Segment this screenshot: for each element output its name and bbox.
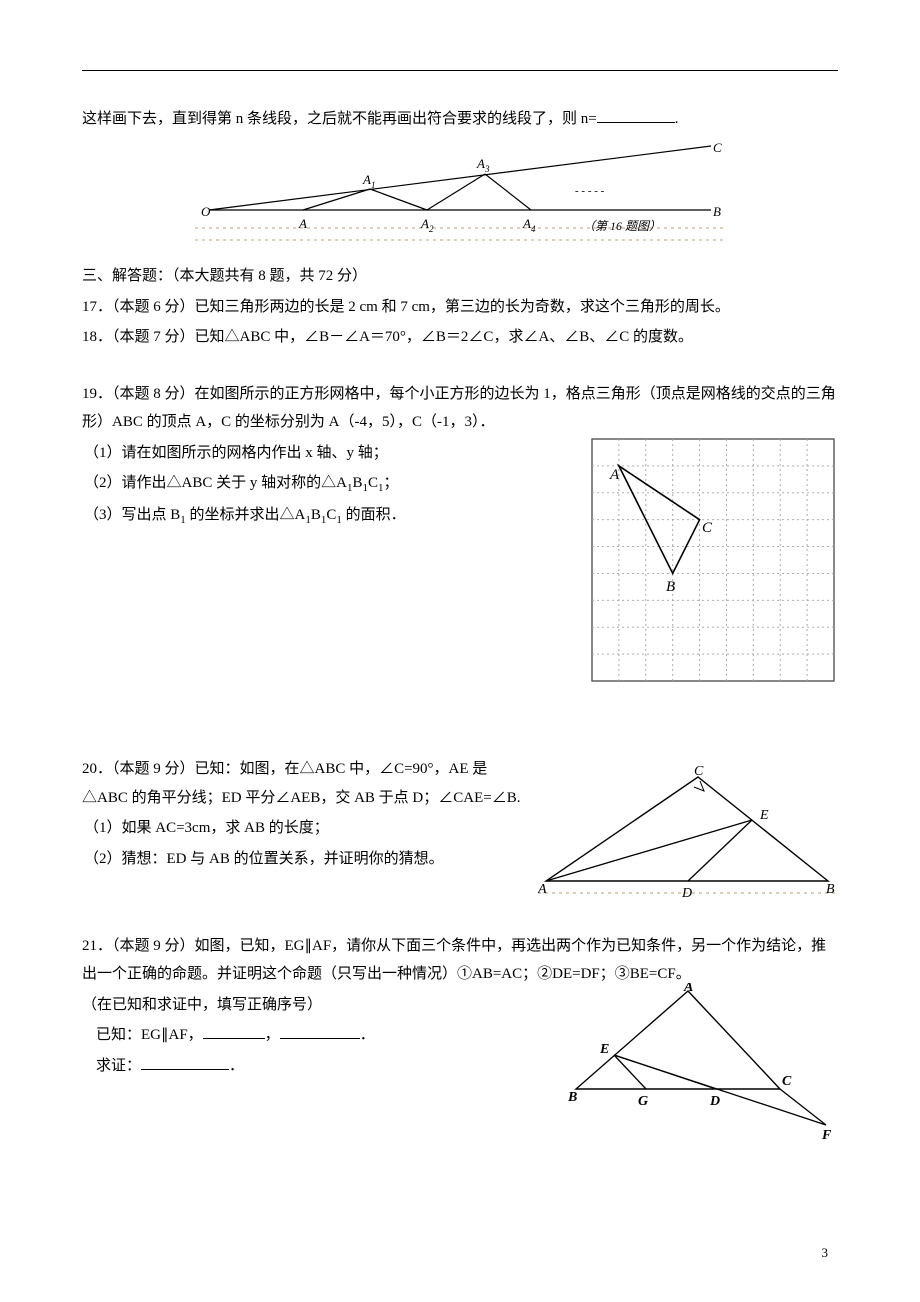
- figure-19-svg: A C B: [588, 435, 838, 685]
- fig21-F: F: [821, 1128, 832, 1143]
- fig16-dots: - - - - -: [575, 185, 605, 197]
- q21-stem: 21．（本题 9 分）如图，已知，EG∥AF，请你从下面三个条件中，再选出两个作…: [82, 932, 838, 989]
- section-3-heading: 三、解答题：（本大题共有 8 题，共 72 分）: [82, 262, 838, 291]
- q17-text: 17．（本题 6 分）已知三角形两边的长是 2 cm 和 7 cm，第三边的长为…: [82, 299, 730, 315]
- q17: 17．（本题 6 分）已知三角形两边的长是 2 cm 和 7 cm，第三边的长为…: [82, 293, 838, 322]
- fig19-A: A: [609, 467, 620, 483]
- fig19-B: B: [666, 579, 675, 595]
- fig16-A1: A1: [362, 172, 375, 190]
- figure-21-wrap: A B C E G D F: [568, 983, 838, 1154]
- figure-19-wrap: A C B: [588, 435, 838, 696]
- fig16-C: C: [713, 140, 722, 155]
- q19-stem: 19．（本题 8 分）在如图所示的正方形网格中，每个小正方形的边长为 1，格点三…: [82, 380, 838, 437]
- figure-21-svg: A B C E G D F: [568, 983, 838, 1143]
- fig19-C: C: [702, 520, 713, 536]
- fig20-A: A: [538, 882, 547, 897]
- figure-16-svg: O A A1 A2 A3 A4 - - - - - C B （第 16 题图）: [195, 136, 725, 246]
- figure-16-wrap: O A A1 A2 A3 A4 - - - - - C B （第 16 题图）: [82, 136, 838, 257]
- q21-prove-label: 求证：: [96, 1058, 141, 1074]
- fig21-B: B: [568, 1090, 577, 1105]
- fig21-C: C: [782, 1074, 792, 1089]
- page-number: 3: [822, 1241, 829, 1266]
- fig16-O: O: [201, 204, 211, 219]
- fig21-E: E: [599, 1042, 609, 1057]
- fig20-B: B: [826, 882, 835, 897]
- q21-known-blank1: [203, 1023, 265, 1039]
- fig16-A: A: [298, 216, 307, 231]
- fig16-A2: A2: [420, 216, 434, 234]
- fig20-C: C: [694, 764, 704, 779]
- fig20-E: E: [759, 808, 769, 823]
- intro-prefix: 这样画下去，直到得第 n 条线段，之后就不能再画出符合要求的线段了，则 n=: [82, 111, 597, 127]
- fig21-G: G: [638, 1094, 648, 1109]
- fig21-D: D: [709, 1094, 720, 1109]
- fig16-caption: （第 16 题图）: [583, 219, 661, 233]
- figure-20-wrap: A B C D E: [538, 763, 838, 914]
- intro-line: 这样画下去，直到得第 n 条线段，之后就不能再画出符合要求的线段了，则 n=.: [82, 105, 838, 134]
- fig16-A3: A3: [476, 156, 490, 174]
- intro-blank: [597, 107, 675, 123]
- figure-20-svg: A B C D E: [538, 763, 838, 903]
- intro-suffix: .: [675, 111, 679, 127]
- q21-known-blank2: [280, 1023, 360, 1039]
- q18: 18．（本题 7 分）已知△ABC 中，∠B－∠A＝70°，∠B＝2∠C，求∠A…: [82, 323, 838, 352]
- q21-known-label: 已知：EG∥AF，: [96, 1027, 203, 1043]
- fig16-B: B: [713, 204, 721, 219]
- fig16-A4: A4: [522, 216, 536, 234]
- q21-prove-blank: [141, 1054, 229, 1070]
- top-horizontal-rule: [82, 70, 838, 71]
- fig20-D: D: [681, 886, 692, 901]
